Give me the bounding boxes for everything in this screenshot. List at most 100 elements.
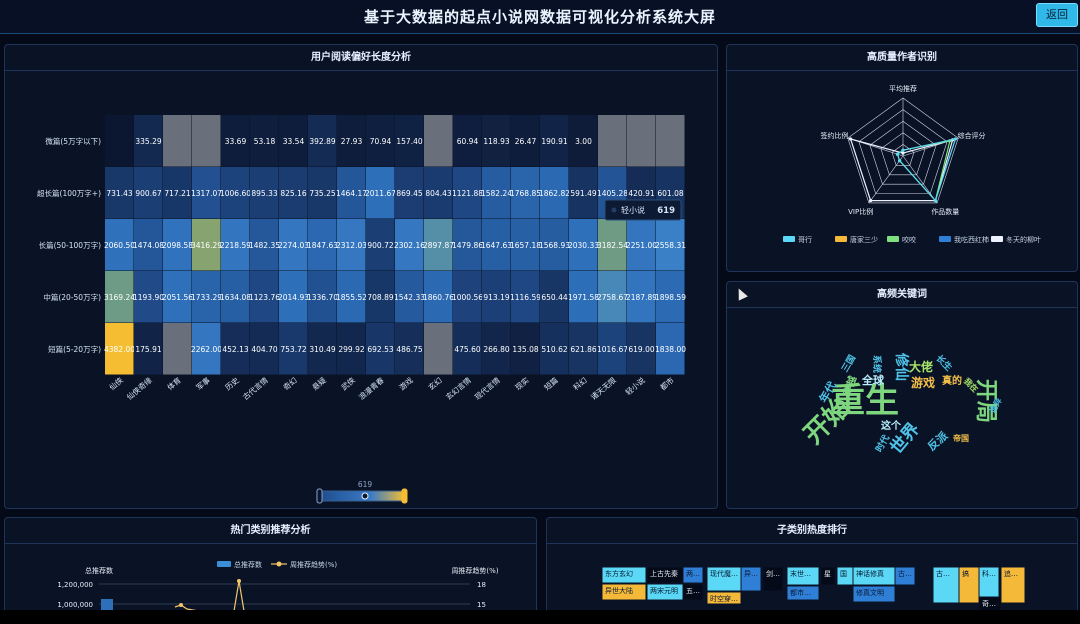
treemap-tile-label: 追…	[1004, 569, 1018, 578]
heatmap-cell-label: 708.89	[367, 293, 393, 302]
heatmap-cell-label: 735.25	[309, 189, 335, 198]
right-axis-tick: 18	[477, 581, 486, 589]
heatmap-cell-label: 2060.50	[104, 241, 135, 250]
left-axis-title: 总推荐数	[85, 566, 113, 575]
heatmap-cell-label: 2011.67	[365, 189, 396, 198]
radar-axis-line	[868, 155, 904, 204]
word-cloud-term: 这个	[881, 419, 902, 432]
heatmap-cell	[250, 219, 279, 271]
heatmap-cell-label: 1542.33	[394, 293, 425, 302]
heatmap-cell	[424, 167, 453, 219]
heatmap-cell	[163, 271, 192, 323]
heatmap-cell-label: 266.80	[483, 345, 509, 354]
word-cloud-term: 三国	[840, 353, 859, 374]
top-bar: 基于大数据的起点小说网数据可视化分析系统大屏 返回	[0, 0, 1080, 34]
heatmap-cell	[337, 219, 366, 271]
radar-legend-swatch	[783, 236, 795, 242]
heatmap-cell	[482, 115, 511, 167]
radar-grid-ring	[869, 120, 937, 185]
treemap-chart[interactable]: 东方玄幻 上古先秦 两… 异世大陆 两宋元明 五… 现代魔… 异… 剑… 时空穿… 末世… 星 国都市……	[547, 545, 1077, 617]
heatmap-cell-label: 753.72	[280, 345, 306, 354]
heatmap-cell-label: 2302.16	[394, 241, 425, 250]
heatmap-cell	[598, 271, 627, 323]
heatmap-cell	[598, 115, 627, 167]
hot-category-chart[interactable]: 总推荐数 周推荐趋势(%)总推荐数 周推荐趋势(%)1,200,0001,000,0…	[5, 545, 536, 617]
word-cloud-term: 真的	[942, 374, 962, 387]
heatmap-cell	[656, 271, 685, 323]
heatmap-cell	[511, 115, 540, 167]
heatmap-cell-label: 1838.00	[655, 345, 686, 354]
page-title: 基于大数据的起点小说网数据可视化分析系统大屏	[363, 8, 716, 26]
tooltip-marker-icon	[611, 207, 617, 213]
word-cloud-term: 修仙	[893, 352, 910, 381]
heatmap-cell	[279, 167, 308, 219]
heatmap-cell-label: 510.62	[541, 345, 567, 354]
x-tick-label: 仙侠	[107, 375, 125, 393]
treemap-tile	[706, 566, 742, 592]
left-axis-tick: 1,200,000	[57, 581, 93, 589]
heatmap-cell	[105, 115, 134, 167]
heatmap-cell	[424, 323, 453, 375]
treemap-tile	[786, 585, 820, 601]
heatmap-cell	[192, 219, 221, 271]
heatmap-cell	[366, 323, 395, 375]
heatmap-cell	[105, 167, 134, 219]
x-tick-label: 诸天无限	[589, 375, 618, 401]
radar-legend-label: 咬咬	[902, 235, 916, 244]
word-cloud-term: 大佬	[909, 359, 933, 374]
heatmap-cell	[395, 219, 424, 271]
heatmap-cell	[453, 167, 482, 219]
heatmap-cell	[221, 219, 250, 271]
heatmap-cell-label: 717.21	[164, 189, 190, 198]
heatmap-cell	[221, 271, 250, 323]
treemap-tile	[762, 566, 784, 592]
heatmap-panel-title: 用户阅读偏好长度分析	[5, 45, 717, 71]
heatmap-cell-label: 1317.07	[191, 189, 222, 198]
radar-grid-ring	[847, 97, 959, 204]
heatmap-cell	[366, 219, 395, 271]
heatmap-cell	[250, 323, 279, 375]
heatmap-cell-label: 420.91	[628, 189, 654, 198]
treemap-tile-label: 两宋元明	[650, 586, 678, 595]
treemap-tile	[894, 566, 916, 586]
back-button[interactable]: 返回	[1036, 3, 1078, 27]
heatmap-cell-label: 1733.29	[191, 293, 222, 302]
treemap-tile	[601, 583, 647, 601]
heatmap-cell-label: 299.92	[338, 345, 364, 354]
heatmap-cell-label: 900.67	[135, 189, 161, 198]
radar-panel-title: 高质量作者识别	[727, 45, 1077, 71]
heatmap-cell	[540, 219, 569, 271]
word-cloud-term: 重生	[831, 381, 899, 421]
treemap-tile-label: 五…	[686, 587, 700, 595]
heatmap-cell	[221, 167, 250, 219]
heatmap-cell	[424, 219, 453, 271]
heatmap-cell	[308, 323, 337, 375]
heatmap-cell	[366, 115, 395, 167]
heatmap-cell-label: 1482.35	[249, 241, 280, 250]
trend-point	[179, 603, 183, 607]
x-tick-label: 玄幻	[426, 375, 444, 392]
x-tick-label: 武侠	[339, 375, 357, 393]
heatmap-cell	[250, 167, 279, 219]
y-tick-label: 长篇(50-100万字)	[39, 240, 101, 250]
heatmap-cell-label: 2758.67	[597, 293, 628, 302]
heatmap-cell	[221, 323, 250, 375]
legend-bar-label: 总推荐数	[234, 560, 262, 569]
heatmap-cell	[569, 115, 598, 167]
heatmap-cell	[511, 167, 540, 219]
tooltip-value: 619	[657, 206, 675, 216]
heatmap-cell-label: 825.16	[280, 189, 306, 198]
heatmap-cell-label: 70.94	[370, 137, 392, 146]
heatmap-cell-label: 1474.08	[133, 241, 164, 250]
heatmap-cell-label: 2014.93	[278, 293, 309, 302]
treemap-tile	[682, 583, 704, 601]
treemap-tile-label: 科…	[982, 569, 996, 578]
treemap-tile-label: 末世…	[790, 569, 811, 578]
heatmap-chart[interactable]: 微篇(5万字以下) 335.29 33.69 53.18 33.54 392.89 27.9…	[5, 72, 717, 508]
treemap-tile-label: 现代魔…	[710, 569, 738, 578]
treemap-tile-label: 上古先秦	[650, 569, 678, 578]
treemap-tile	[682, 566, 704, 584]
heatmap-cell-label: 26.47	[515, 137, 537, 146]
